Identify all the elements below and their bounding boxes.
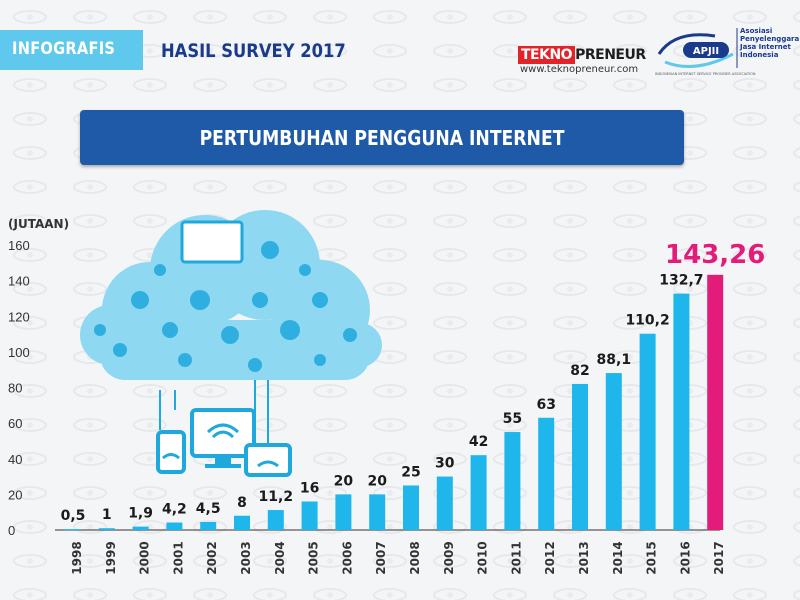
data-label: 4,2 <box>162 502 187 518</box>
apjii-name: Asosiasi Penyelenggara Jasa Internet Ind… <box>740 27 800 59</box>
bar <box>301 501 318 530</box>
data-label: 0,5 <box>61 508 86 524</box>
bar <box>200 521 217 530</box>
data-label: 110,2 <box>625 313 669 329</box>
chart-title-banner: PERTUMBUHAN PENGGUNA INTERNET <box>80 110 684 165</box>
data-label: 1,9 <box>128 506 153 522</box>
bar <box>403 485 419 530</box>
infografis-label: INFOGRAFIS <box>12 39 116 59</box>
x-tick-label: 2007 <box>374 541 388 574</box>
bar <box>369 494 386 530</box>
data-label: 11,2 <box>259 489 294 505</box>
cloud-devices-illustration <box>80 210 382 477</box>
apjii-subtitle: INDONESIAN INTERNET SERVICE PROVIDER ASS… <box>655 72 756 76</box>
bar <box>267 510 284 530</box>
data-label: 25 <box>401 464 420 480</box>
x-tick-label: 2008 <box>408 541 422 574</box>
x-tick-label: 2011 <box>509 541 523 574</box>
y-axis-label: (JUTAAN) <box>8 217 69 231</box>
data-label: 30 <box>435 456 455 472</box>
data-label: 143,26 <box>665 240 765 270</box>
y-tick-label: 160 <box>8 238 30 253</box>
y-tick-label: 40 <box>8 452 22 467</box>
x-tick-label: 2006 <box>340 541 354 574</box>
data-label: 63 <box>536 397 555 413</box>
data-label: 82 <box>570 363 589 379</box>
bar <box>538 417 555 530</box>
x-tick-label: 1999 <box>104 541 118 574</box>
data-label: 20 <box>334 473 354 489</box>
y-tick-label: 120 <box>8 309 30 324</box>
chart-title: PERTUMBUHAN PENGGUNA INTERNET <box>199 126 565 150</box>
bar <box>605 373 622 530</box>
teknopreneur-url: www.teknopreneur.com <box>520 64 639 75</box>
apjii-abbr: APJII <box>693 46 719 57</box>
y-tick-label: 0 <box>8 523 15 538</box>
x-tick-label: 2002 <box>205 541 219 574</box>
bar <box>98 528 115 530</box>
data-label: 16 <box>300 481 319 497</box>
data-label: 55 <box>503 411 522 427</box>
apjii-logo-icon: APJII <box>657 28 738 68</box>
bar <box>707 274 724 530</box>
x-tick-label: 2013 <box>577 541 591 574</box>
bar <box>132 526 149 530</box>
data-label: 42 <box>469 434 488 450</box>
x-tick-label: 2017 <box>712 541 726 574</box>
data-label: 8 <box>237 495 247 511</box>
x-tick-label: 2001 <box>171 541 185 574</box>
x-tick-label: 2015 <box>645 541 659 574</box>
data-label: 1 <box>102 507 112 523</box>
teknopreneur-logo: TEKNO PRENEUR <box>518 44 646 64</box>
y-tick-label: 140 <box>8 274 30 289</box>
bar <box>234 515 250 530</box>
y-tick-label: 20 <box>8 487 22 502</box>
x-tick-label: 2010 <box>476 541 490 574</box>
y-tick-label: 80 <box>8 381 22 396</box>
x-tick-label: 2009 <box>442 541 456 574</box>
x-tick-label: 2004 <box>273 541 287 574</box>
teknopreneur-logo-part-b: PRENEUR <box>575 47 646 63</box>
x-tick-label: 2005 <box>307 541 321 574</box>
data-label: 20 <box>367 473 387 489</box>
x-tick-label: 1998 <box>70 541 84 574</box>
data-label: 4,5 <box>196 501 221 517</box>
infografis-tag: INFOGRAFIS <box>0 30 143 70</box>
x-tick-label: 2012 <box>543 541 557 574</box>
bar <box>504 432 521 530</box>
x-tick-label: 2003 <box>239 541 253 574</box>
bar <box>65 529 81 531</box>
bar <box>166 522 183 530</box>
data-label: 132,7 <box>659 273 703 289</box>
x-tick-label: 2016 <box>678 541 692 574</box>
survey-title: HASIL SURVEY 2017 <box>161 40 346 62</box>
data-label: 88,1 <box>597 352 632 368</box>
teknopreneur-logo-part-a: TEKNO <box>518 46 576 64</box>
bar <box>572 383 588 530</box>
y-tick-label: 100 <box>8 345 30 360</box>
bar <box>335 494 352 530</box>
y-tick-label: 60 <box>8 416 22 431</box>
bar <box>470 455 487 530</box>
bar <box>673 293 690 530</box>
bar <box>436 476 453 530</box>
bar <box>639 333 656 530</box>
x-tick-label: 2000 <box>138 541 152 574</box>
x-tick-label: 2014 <box>611 541 625 574</box>
